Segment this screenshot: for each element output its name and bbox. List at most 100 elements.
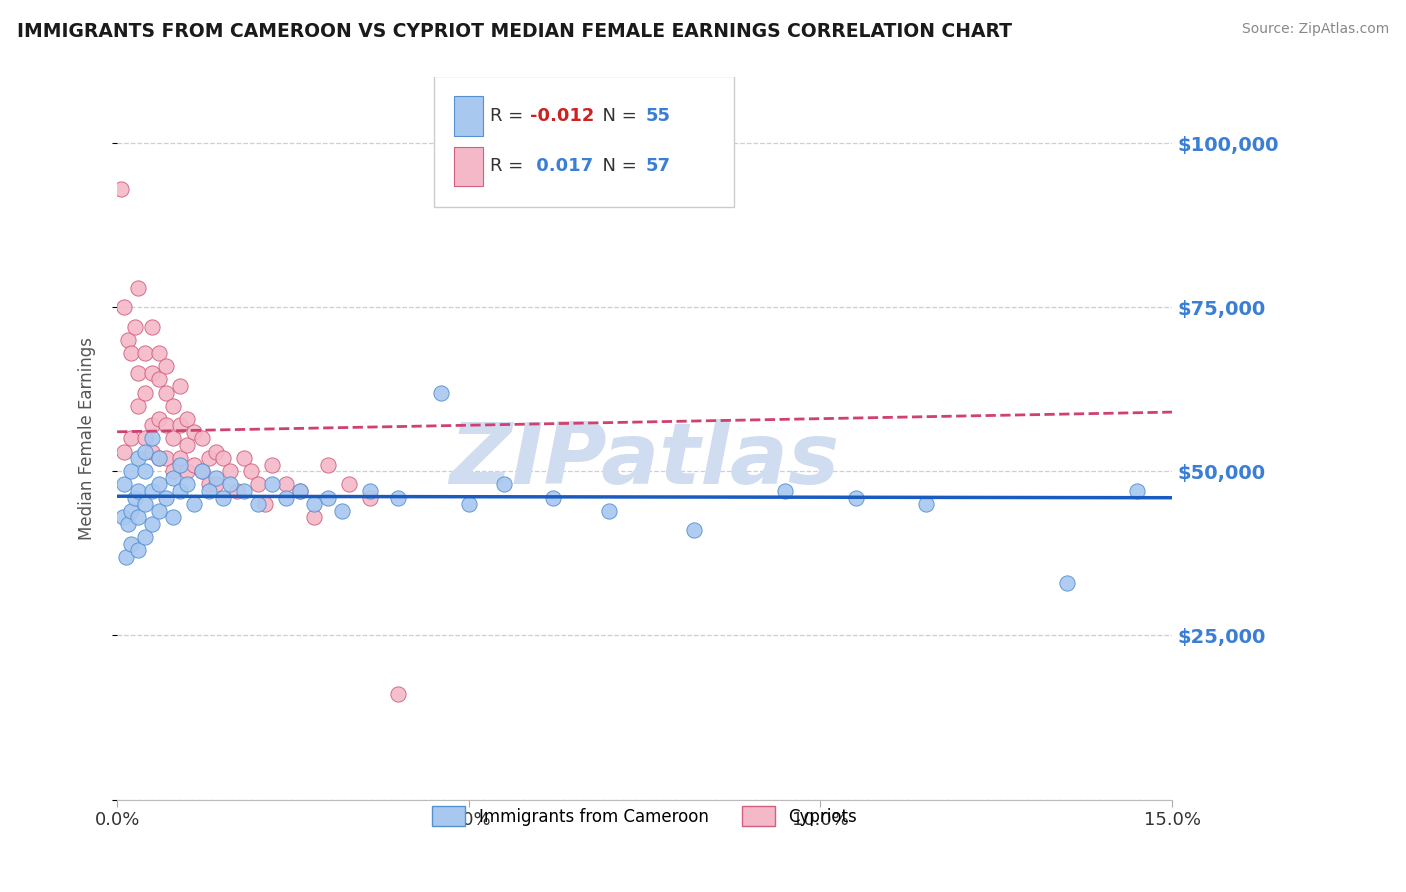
Point xyxy=(232,451,254,466)
Point xyxy=(169,451,191,466)
Point xyxy=(120,504,142,518)
Point xyxy=(183,425,205,439)
Point xyxy=(541,491,564,505)
Point xyxy=(134,444,156,458)
Point xyxy=(124,319,146,334)
Point xyxy=(120,432,142,446)
Point xyxy=(162,432,184,446)
Point xyxy=(141,418,163,433)
Point xyxy=(162,399,184,413)
FancyBboxPatch shape xyxy=(433,76,734,208)
Point xyxy=(302,497,325,511)
Point xyxy=(211,491,233,505)
Point xyxy=(162,471,184,485)
Point xyxy=(114,549,136,564)
Point xyxy=(148,451,170,466)
Point xyxy=(127,510,149,524)
Point xyxy=(134,497,156,511)
Point xyxy=(197,477,219,491)
Text: 0.017: 0.017 xyxy=(530,157,593,175)
Point xyxy=(253,497,276,511)
Point xyxy=(225,483,247,498)
Point xyxy=(176,411,198,425)
Point xyxy=(190,432,212,446)
Point xyxy=(134,432,156,446)
Point xyxy=(148,411,170,425)
Point xyxy=(1056,575,1078,590)
Point xyxy=(183,497,205,511)
Point xyxy=(148,477,170,491)
Point xyxy=(457,497,479,511)
Point xyxy=(155,359,177,374)
Point xyxy=(110,182,132,196)
Point xyxy=(683,524,706,538)
Point xyxy=(288,483,311,498)
Point xyxy=(1126,483,1149,498)
Point xyxy=(111,510,134,524)
Point xyxy=(492,477,515,491)
Point xyxy=(260,477,283,491)
Point xyxy=(232,483,254,498)
Point xyxy=(288,483,311,498)
Text: N =: N = xyxy=(591,107,643,125)
Point xyxy=(141,483,163,498)
Point xyxy=(162,510,184,524)
Point xyxy=(148,504,170,518)
Point xyxy=(176,477,198,491)
Point xyxy=(155,418,177,433)
Point xyxy=(260,458,283,472)
Point xyxy=(218,477,240,491)
Point xyxy=(148,346,170,360)
Point xyxy=(155,385,177,400)
Point xyxy=(337,477,360,491)
Point xyxy=(176,438,198,452)
Y-axis label: Median Female Earnings: Median Female Earnings xyxy=(79,337,96,540)
Point xyxy=(915,497,938,511)
Point xyxy=(169,458,191,472)
Point xyxy=(141,516,163,531)
Text: 57: 57 xyxy=(645,157,671,175)
Point xyxy=(169,379,191,393)
Point xyxy=(387,688,409,702)
Point xyxy=(359,491,381,505)
Point xyxy=(775,483,797,498)
Text: -0.012: -0.012 xyxy=(530,107,593,125)
Text: Source: ZipAtlas.com: Source: ZipAtlas.com xyxy=(1241,22,1389,37)
Point xyxy=(134,346,156,360)
Point xyxy=(246,477,269,491)
Point xyxy=(359,483,381,498)
Point xyxy=(239,464,262,478)
Point xyxy=(141,444,163,458)
Legend: Immigrants from Cameroon, Cypriots: Immigrants from Cameroon, Cypriots xyxy=(423,797,866,835)
Point xyxy=(246,497,269,511)
Point xyxy=(190,464,212,478)
Point xyxy=(316,491,339,505)
Point xyxy=(120,464,142,478)
Point xyxy=(134,464,156,478)
Point xyxy=(127,399,149,413)
Point xyxy=(134,385,156,400)
Point xyxy=(134,530,156,544)
Point xyxy=(127,543,149,558)
Point xyxy=(274,491,297,505)
Point xyxy=(316,458,339,472)
Point xyxy=(204,471,226,485)
Point xyxy=(148,451,170,466)
Point xyxy=(204,444,226,458)
Point xyxy=(117,516,139,531)
Point xyxy=(127,280,149,294)
Point xyxy=(124,491,146,505)
Point xyxy=(155,451,177,466)
FancyBboxPatch shape xyxy=(454,147,484,186)
Point xyxy=(112,444,135,458)
Point xyxy=(141,319,163,334)
Point xyxy=(183,458,205,472)
Point xyxy=(211,451,233,466)
FancyBboxPatch shape xyxy=(454,96,484,136)
Point xyxy=(845,491,868,505)
Point xyxy=(155,491,177,505)
Point xyxy=(127,483,149,498)
Point xyxy=(120,536,142,550)
Point xyxy=(197,483,219,498)
Point xyxy=(112,477,135,491)
